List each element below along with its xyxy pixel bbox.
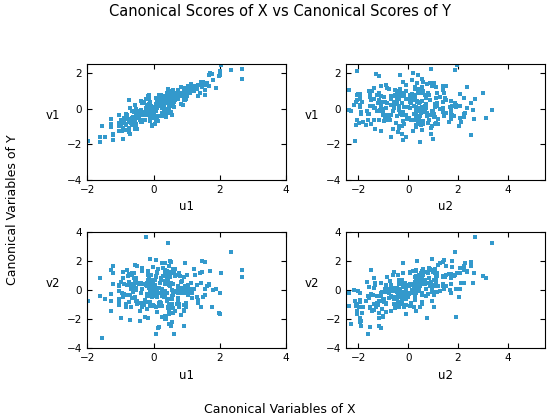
X-axis label: u1: u1 xyxy=(179,200,194,213)
Y-axis label: v1: v1 xyxy=(305,109,319,122)
Y-axis label: v1: v1 xyxy=(46,109,60,122)
X-axis label: u2: u2 xyxy=(438,369,453,382)
Text: Canonical Variables of Y: Canonical Variables of Y xyxy=(6,135,18,285)
X-axis label: u1: u1 xyxy=(179,369,194,382)
Text: Canonical Variables of X: Canonical Variables of X xyxy=(204,403,356,416)
Y-axis label: v2: v2 xyxy=(305,278,319,291)
Text: Canonical Scores of X vs Canonical Scores of Y: Canonical Scores of X vs Canonical Score… xyxy=(109,4,451,19)
X-axis label: u2: u2 xyxy=(438,200,453,213)
Y-axis label: v2: v2 xyxy=(46,278,60,291)
